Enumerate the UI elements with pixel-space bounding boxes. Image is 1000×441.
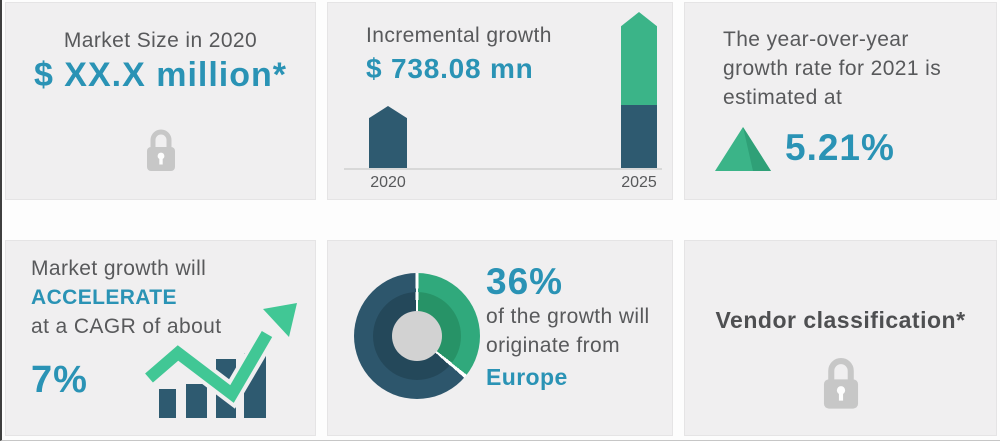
card-yoy-growth: The year-over-year growth rate for 2021 … [684,2,997,200]
cagr-line-1: Market growth will [31,257,207,280]
lock-icon [143,127,179,178]
yoy-line-1: The year-over-year [723,28,909,51]
card-market-size: Market Size in 2020 $ XX.X million* [5,2,316,200]
cagr-line-2: at a CAGR of about [31,315,222,338]
donut-hole [392,311,442,361]
market-size-title: Market Size in 2020 [63,29,258,52]
regional-region-name: Europe [486,364,568,390]
regional-growth-value: 36% [486,261,564,302]
bar-label-2020: 2020 [370,174,406,191]
card-cagr: Market growth will ACCELERATE at a CAGR … [5,240,316,436]
incremental-growth-value: $ 738.08 mn [366,53,534,84]
growth-triangle-icon [715,127,771,176]
bar-2025 [621,12,657,170]
card-vendor-classification: Vendor classification* [684,240,997,436]
yoy-line-2: growth rate for 2021 is [723,57,942,80]
chart-axis-line [344,168,662,170]
donut-chart [354,273,480,399]
yoy-growth-text: The year-over-year growth rate for 2021 … [723,25,941,112]
cagr-value: 7% [31,359,88,401]
yoy-line-3: estimated at [723,86,843,109]
yoy-growth-value: 5.21% [785,127,895,168]
market-size-value: $ XX.X million* [33,56,288,94]
incremental-growth-title: Incremental growth [366,24,552,47]
growth-arrow-chart-icon [141,296,306,426]
bar-label-2025: 2025 [621,174,657,191]
card-incremental-growth: Incremental growth $ 738.08 mn 2020 2025 [327,2,673,200]
vendor-classification-title: Vendor classification* [715,307,966,333]
card-regional-growth: 36% of the growth will originate from Eu… [327,240,673,436]
lock-icon [819,355,863,416]
bar-2020 [369,106,407,170]
regional-line-2: originate from [486,334,620,357]
regional-line-1: of the growth will [486,305,650,328]
cagr-accent-word: ACCELERATE [31,286,177,309]
